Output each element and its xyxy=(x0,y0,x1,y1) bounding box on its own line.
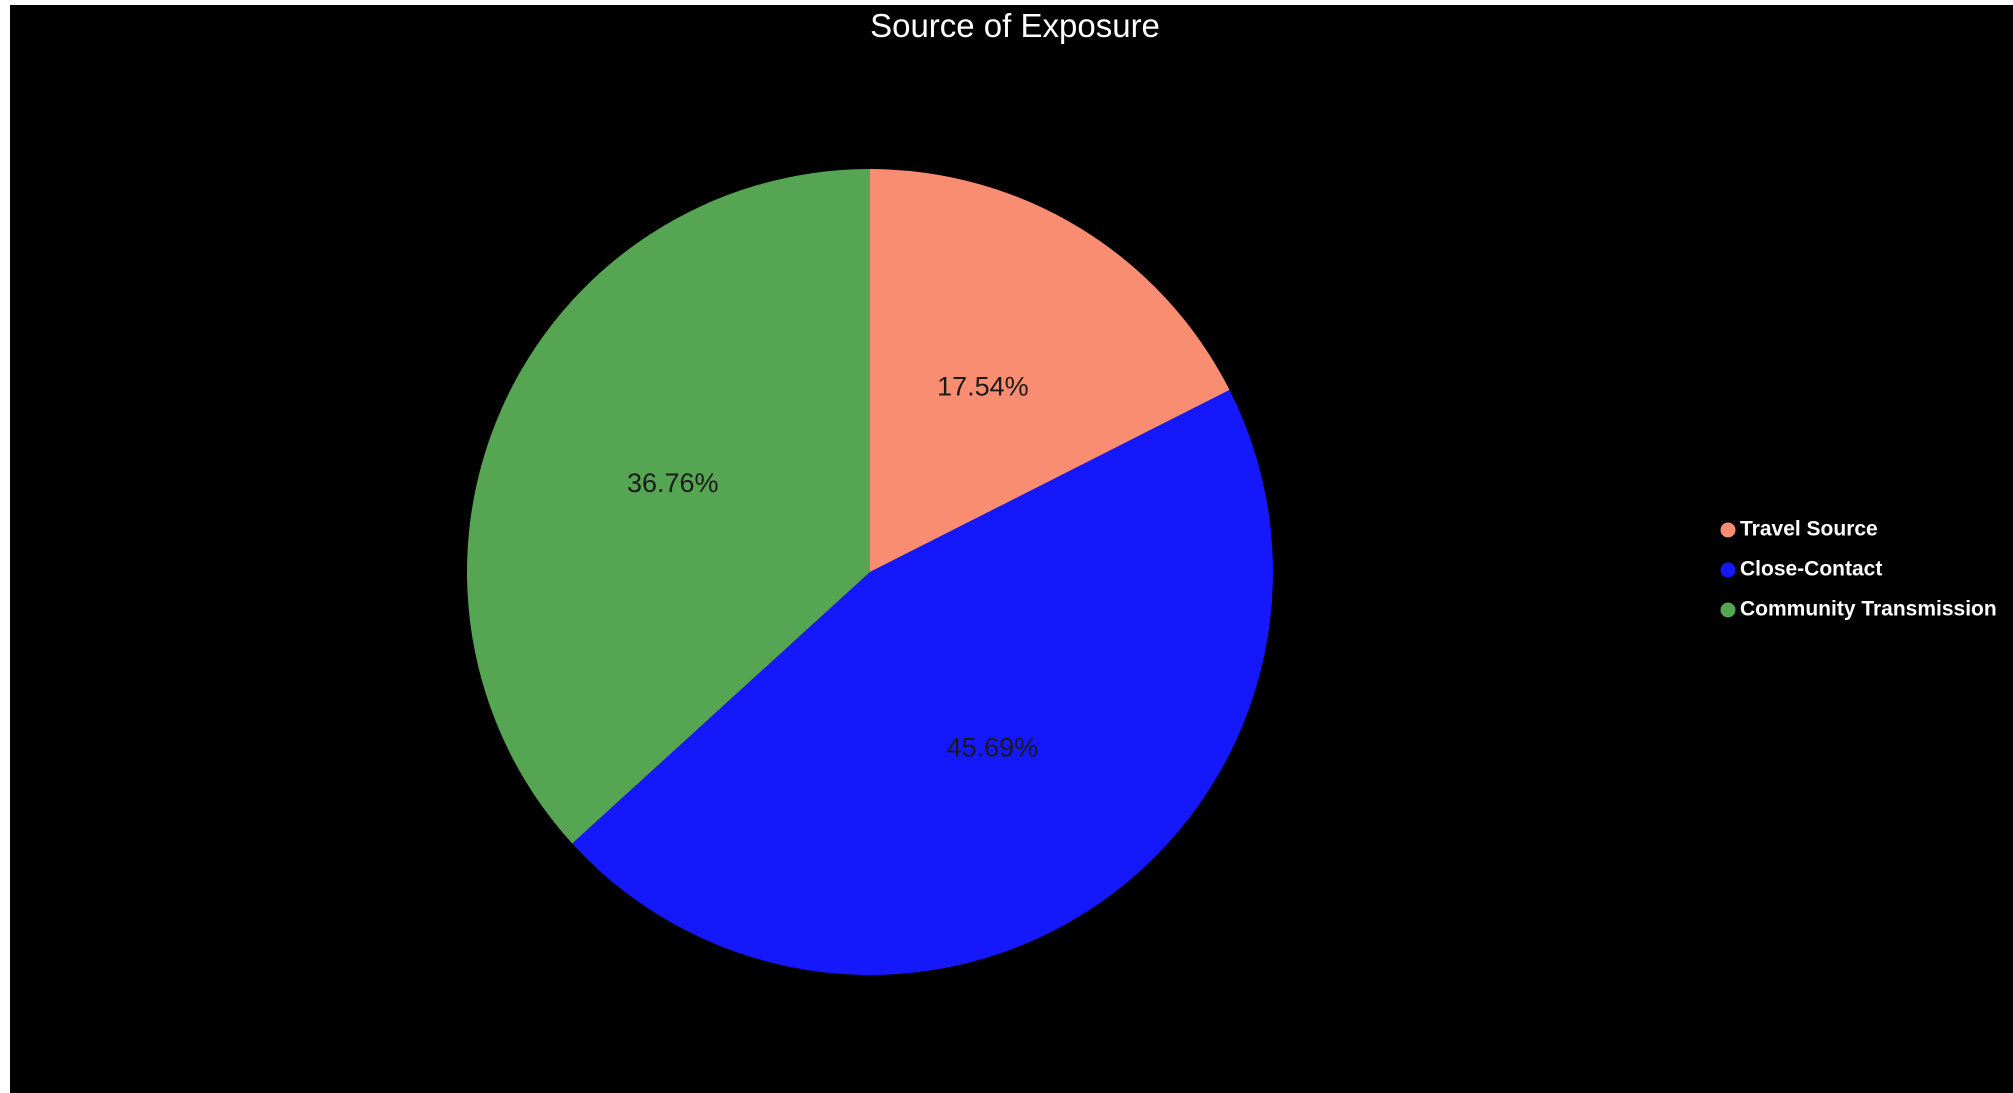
slice-label-close-contact: 45.69% xyxy=(947,733,1039,763)
legend-item-travel-source[interactable]: Travel Source xyxy=(1720,518,1878,541)
legend-label: Close-Contact xyxy=(1740,558,1882,581)
slice-labels: 17.54% 45.69% 36.76% xyxy=(627,371,1038,762)
pie-slice-community-transmission[interactable] xyxy=(466,168,870,844)
legend-item-close-contact[interactable]: Close-Contact xyxy=(1720,558,1883,581)
legend-label: Community Transmission xyxy=(1740,598,1997,621)
legend-marker xyxy=(1720,562,1736,578)
pie-slice-travel-source[interactable] xyxy=(870,169,1230,572)
legend-marker xyxy=(1720,602,1736,618)
slice-label-travel-source: 17.54% xyxy=(937,371,1029,401)
legend-label: Travel Source xyxy=(1740,518,1878,541)
pie-slices xyxy=(466,168,1274,975)
legend-item-community-transmission[interactable]: Community Transmission xyxy=(1720,598,1997,621)
pie-slice-close-contact[interactable] xyxy=(572,389,1274,975)
legend-marker xyxy=(1720,522,1736,538)
slice-label-community-transmission: 36.76% xyxy=(627,468,719,498)
chart-title: Source of Exposure xyxy=(870,7,1160,44)
legend: Travel Source Close-Contact Community Tran… xyxy=(1720,518,1997,621)
